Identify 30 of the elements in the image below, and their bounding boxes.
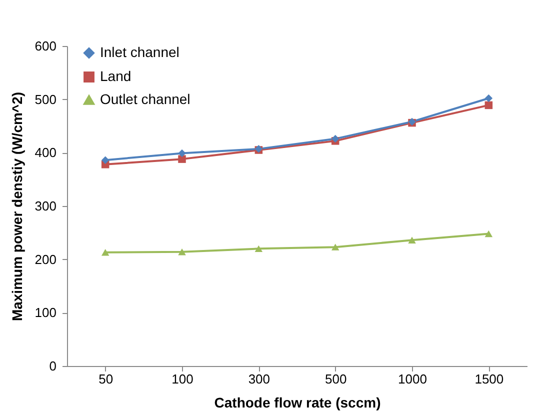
legend-label: Inlet channel (100, 44, 180, 60)
legend-label: Land (100, 68, 132, 84)
point (484, 94, 493, 102)
point (408, 236, 416, 244)
y-tick-label: 0 (49, 358, 56, 374)
y-tick-label: 300 (34, 198, 56, 214)
x-tick-label: 50 (98, 372, 114, 386)
point (101, 156, 110, 164)
x-tick-label: 300 (248, 372, 270, 386)
x-axis-title: Cathode flow rate (sccm) (214, 394, 381, 410)
point (484, 101, 493, 110)
point (254, 245, 263, 252)
point (331, 244, 340, 250)
point (331, 134, 340, 143)
x-tick-label: 100 (172, 372, 194, 386)
legend-label: Outlet channel (100, 91, 190, 107)
point (178, 155, 186, 163)
x-tick-label: 500 (324, 372, 347, 386)
y-tick-label: 500 (34, 92, 56, 107)
y-tick-label: 600 (34, 38, 56, 54)
y-tick-label: 100 (34, 305, 56, 320)
point (178, 248, 186, 256)
x-tick-label: 1500 (474, 372, 504, 386)
point (178, 149, 186, 158)
point (101, 249, 110, 256)
point (484, 230, 493, 238)
y-axis-title: Maximum power denstiy (W/cm^2) (8, 92, 25, 322)
y-tick-label: 200 (34, 252, 56, 267)
y-tick-label: 400 (34, 145, 56, 160)
x-tick-label: 1000 (398, 372, 427, 386)
